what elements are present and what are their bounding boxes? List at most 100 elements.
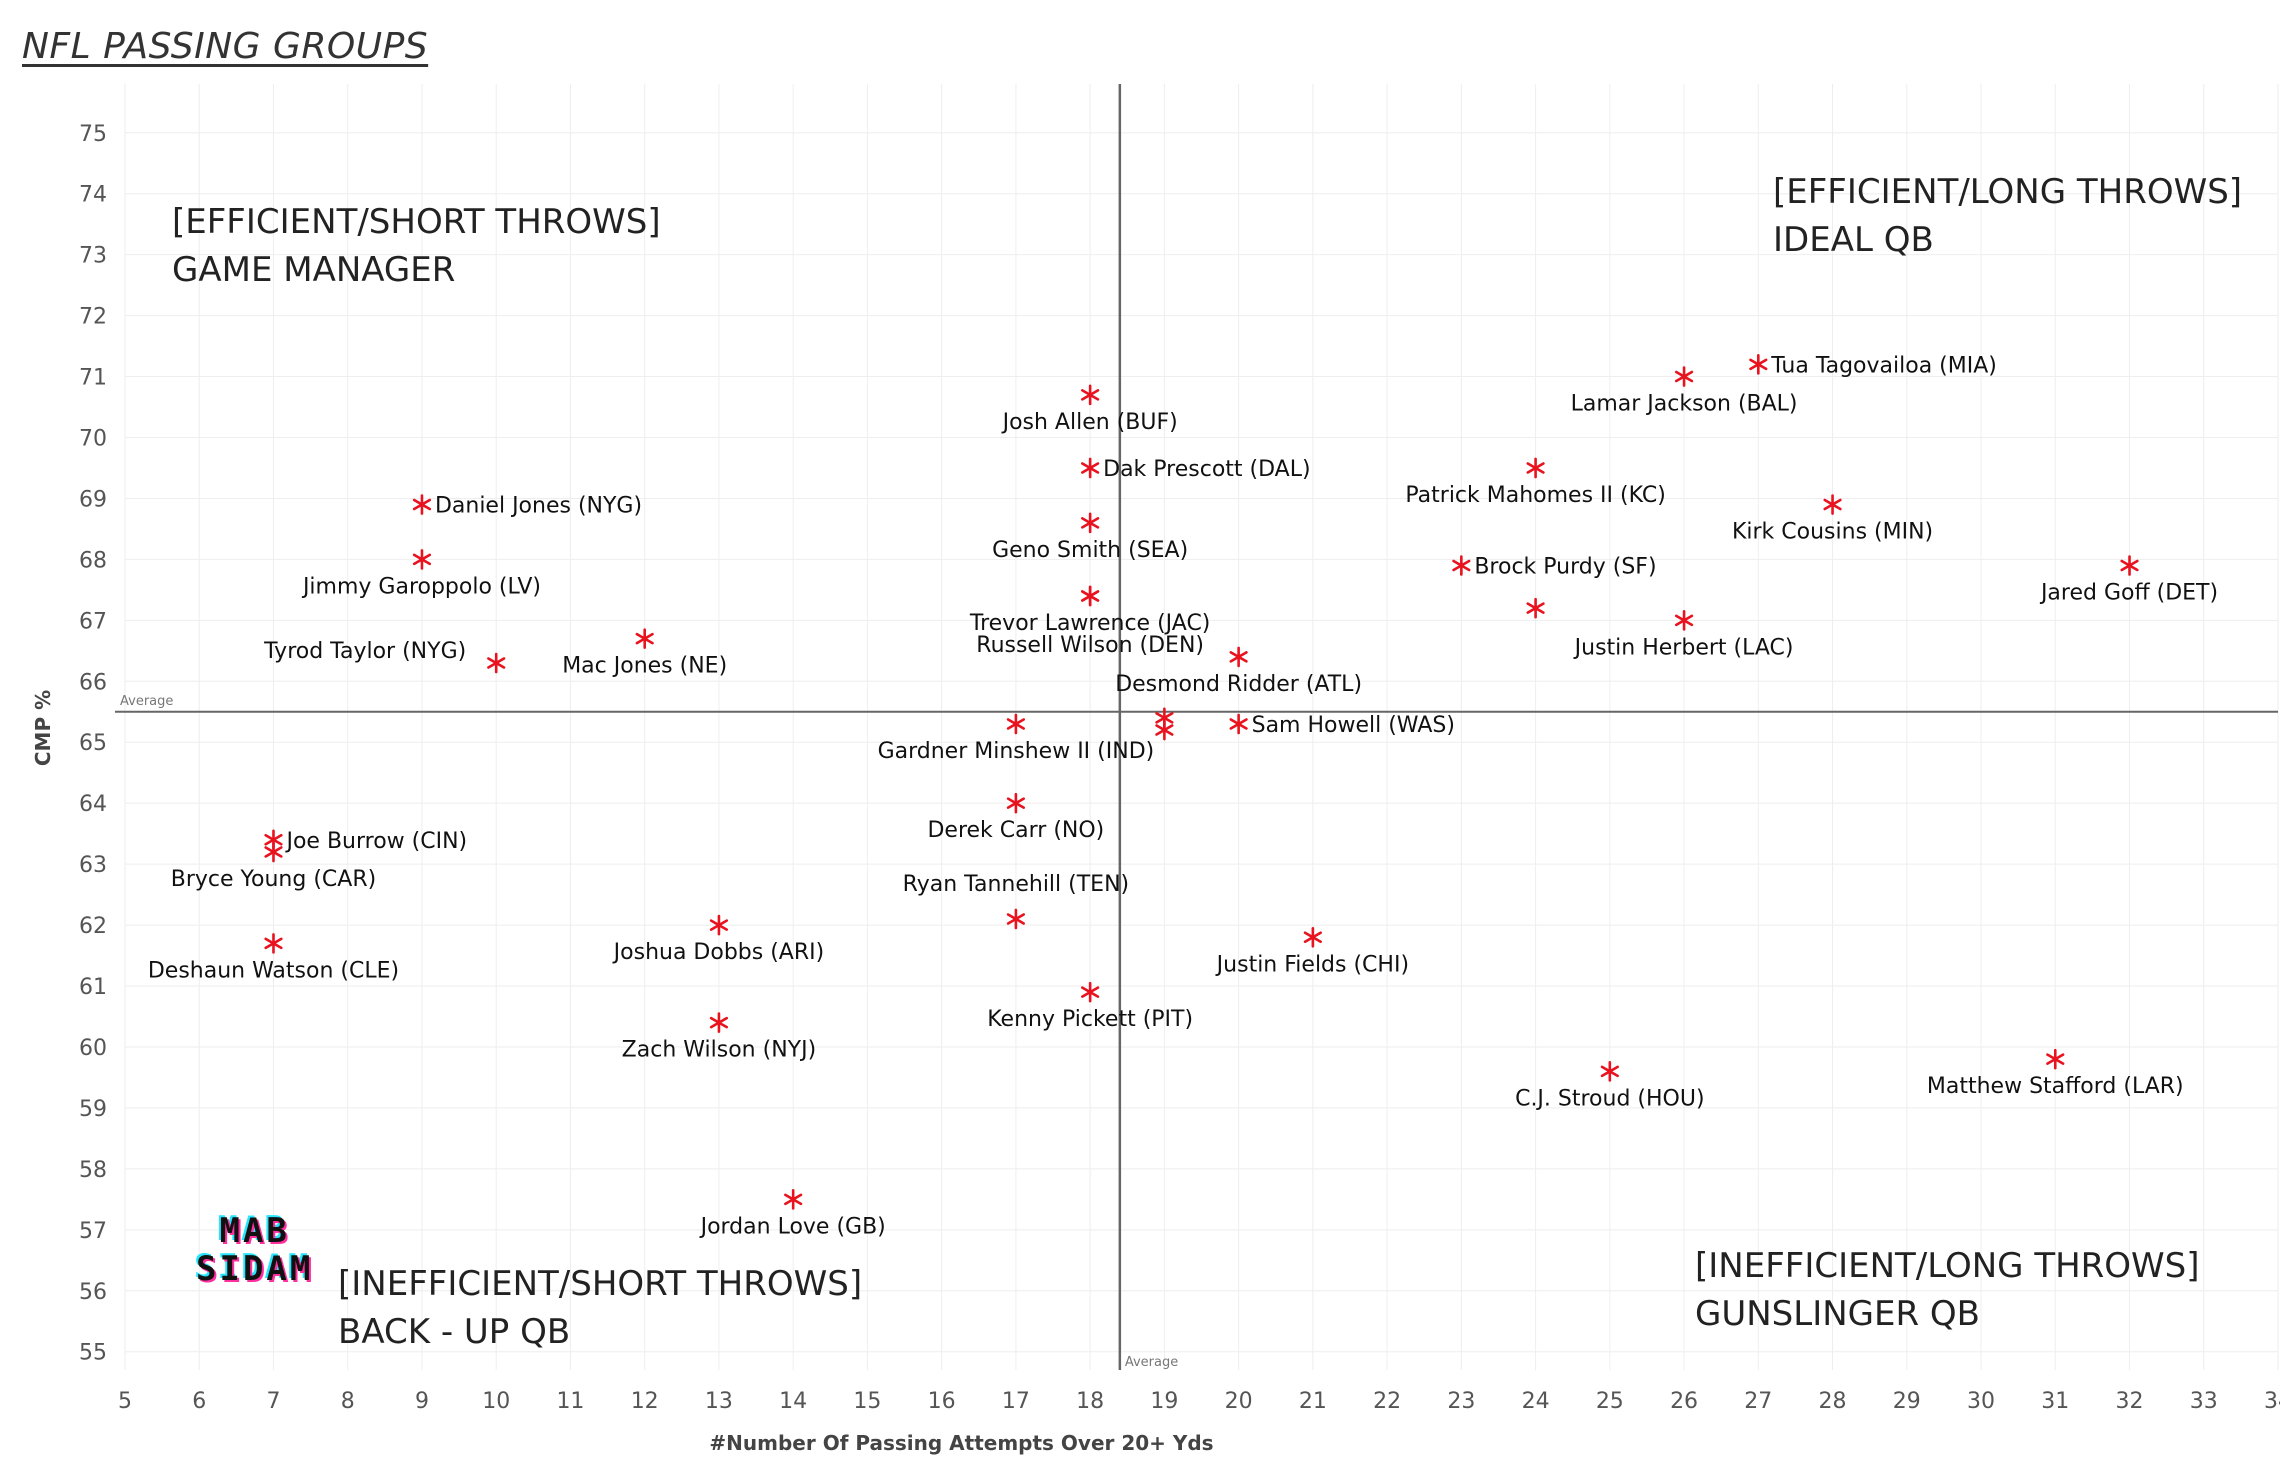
data-point: Josh Allen (BUF) [1001, 384, 1178, 435]
quadrant-label-top-right: [EFFICIENT/LONG THROWS] IDEAL QB [1773, 168, 2242, 264]
marker-stroke [1006, 797, 1025, 809]
marker-stroke [1823, 498, 1842, 511]
point-label: Trevor Lawrence (JAC) [969, 611, 1211, 636]
x-tick-label: 24 [1522, 1389, 1550, 1414]
data-point: Tua Tagovailoa (MIA) [1749, 353, 1997, 378]
marker-stroke [1674, 614, 1694, 627]
point-label: C.J. Stroud (HOU) [1515, 1086, 1704, 1111]
y-tick-label: 64 [79, 792, 107, 817]
data-point: Lamar Jackson (BAL) [1571, 366, 1798, 417]
data-point: Jordan Love (GB) [699, 1189, 886, 1239]
y-tick-label: 72 [79, 305, 107, 330]
data-point: Gardner Minshew II (IND) [878, 713, 1154, 764]
x-tick-label: 34 [2264, 1389, 2280, 1414]
data-point: Deshaun Watson (CLE) [148, 933, 399, 983]
marker-stroke [412, 498, 432, 511]
data-point: Tyrod Taylor (NYG) [263, 639, 506, 674]
data-point: Kirk Cousins (MIN) [1732, 494, 1933, 545]
x-tick-label: 20 [1225, 1389, 1253, 1414]
gridlines [124, 84, 2279, 1370]
point-label: Bryce Young (CAR) [171, 867, 376, 892]
marker-stroke [1229, 651, 1248, 663]
x-tick-label: 22 [1373, 1389, 1401, 1414]
point-label: Joe Burrow (CIN) [284, 829, 467, 854]
point-label: Justin Herbert (LAC) [1573, 635, 1794, 660]
average-x-label: Average [1125, 1355, 1178, 1370]
quadrant-subtitle: GUNSLINGER QB [1695, 1294, 1980, 1334]
x-tick-label: 21 [1299, 1389, 1327, 1414]
data-point: Russell Wilson (DEN) [976, 585, 1204, 658]
data-point: Geno Smith (SEA) [992, 512, 1188, 563]
marker-stroke [1081, 590, 1100, 602]
point-label: Patrick Mahomes II (KC) [1405, 483, 1665, 508]
data-point: Zach Wilson (NYJ) [622, 1012, 816, 1063]
data-point: Bryce Young (CAR) [171, 841, 376, 892]
point-label: Daniel Jones (NYG) [435, 494, 642, 519]
data-point: Sam Howell (WAS) [1229, 713, 1455, 738]
y-tick-label: 62 [79, 914, 107, 939]
point-label: Tua Tagovailoa (MIA) [1770, 353, 1997, 378]
data-point: Justin Fields (CHI) [1215, 926, 1409, 977]
x-tick-label: 17 [1002, 1389, 1030, 1414]
axis-ticks: 5 6 7 8 9 10 11 12 13 14 15 16 17 18 19 20 21 22 23 24 25 26 2… [79, 122, 2280, 1414]
y-tick-label: 65 [79, 731, 107, 756]
y-tick-label: 66 [79, 670, 107, 695]
marker-stroke [1006, 718, 1025, 730]
y-tick-label: 60 [79, 1036, 107, 1061]
quadrant-label-bottom-right: [INEFFICIENT/LONG THROWS] GUNSLINGER QB [1695, 1242, 2200, 1338]
point-label: Derek Carr (NO) [927, 818, 1104, 843]
data-point: Brock Purdy (SF) [1452, 554, 1657, 579]
quadrant-title: [INEFFICIENT/SHORT THROWS] [338, 1264, 863, 1304]
data-point [1526, 597, 1545, 619]
brand-logo: MAB SIDAM [196, 1212, 313, 1288]
point-label: Russell Wilson (DEN) [976, 633, 1204, 658]
y-axis-label: CMP % [31, 690, 55, 766]
x-tick-label: 5 [118, 1389, 132, 1414]
chart-title: NFL PASSING GROUPS [22, 26, 429, 67]
x-tick-label: 7 [266, 1389, 280, 1414]
marker-stroke [709, 919, 729, 931]
x-tick-label: 14 [779, 1389, 807, 1414]
point-label: Joshua Dobbs (ARI) [612, 940, 825, 965]
quadrant-title: [EFFICIENT/LONG THROWS] [1773, 172, 2243, 212]
y-tick-label: 55 [79, 1341, 107, 1366]
marker-stroke [412, 553, 432, 566]
marker-stroke [635, 632, 654, 645]
quadrant-title: [EFFICIENT/SHORT THROWS] [172, 202, 661, 242]
point-label: Matthew Stafford (LAR) [1927, 1074, 2184, 1099]
quadrant-label-bottom-left: [INEFFICIENT/SHORT THROWS] BACK - UP QB [338, 1260, 862, 1356]
data-point: Derek Carr (NO) [927, 792, 1104, 843]
x-tick-label: 25 [1596, 1389, 1624, 1414]
x-tick-label: 6 [192, 1389, 206, 1414]
marker-stroke [1081, 389, 1100, 401]
data-point: Joshua Dobbs (ARI) [612, 914, 825, 965]
marker-stroke [264, 833, 283, 846]
marker-stroke [1600, 1065, 1619, 1078]
point-label: Geno Smith (SEA) [992, 538, 1188, 563]
y-tick-label: 73 [79, 244, 107, 269]
data-point: Jared Goff (DET) [2039, 555, 2218, 605]
marker-stroke [784, 1193, 803, 1206]
y-tick-label: 58 [79, 1158, 107, 1183]
point-label: Lamar Jackson (BAL) [1571, 392, 1798, 417]
data-point: Jimmy Garoppolo (LV) [301, 549, 541, 599]
data-point: Justin Herbert (LAC) [1573, 610, 1794, 660]
data-point: Desmond Ridder (ATL) [1115, 646, 1362, 697]
marker-stroke [1155, 712, 1174, 724]
point-label: Josh Allen (BUF) [1001, 410, 1178, 435]
marker-stroke [1229, 718, 1248, 730]
x-tick-label: 10 [482, 1389, 510, 1414]
x-tick-label: 29 [1893, 1389, 1921, 1414]
x-tick-label: 28 [1819, 1389, 1847, 1414]
marker-stroke [1526, 602, 1545, 614]
marker-stroke [1526, 462, 1545, 474]
quadrant-title: [INEFFICIENT/LONG THROWS] [1695, 1246, 2200, 1286]
marker-stroke [1155, 724, 1174, 736]
point-label: Kirk Cousins (MIN) [1732, 520, 1933, 545]
data-points: Tua Tagovailoa (MIA) Lamar Jackson (BAL) J… [148, 353, 2218, 1239]
data-point: Ryan Tannehill (TEN) [903, 872, 1129, 930]
quadrant-subtitle: IDEAL QB [1773, 220, 1934, 260]
point-label: Tyrod Taylor (NYG) [263, 639, 466, 664]
data-point: Daniel Jones (NYG) [412, 494, 642, 519]
